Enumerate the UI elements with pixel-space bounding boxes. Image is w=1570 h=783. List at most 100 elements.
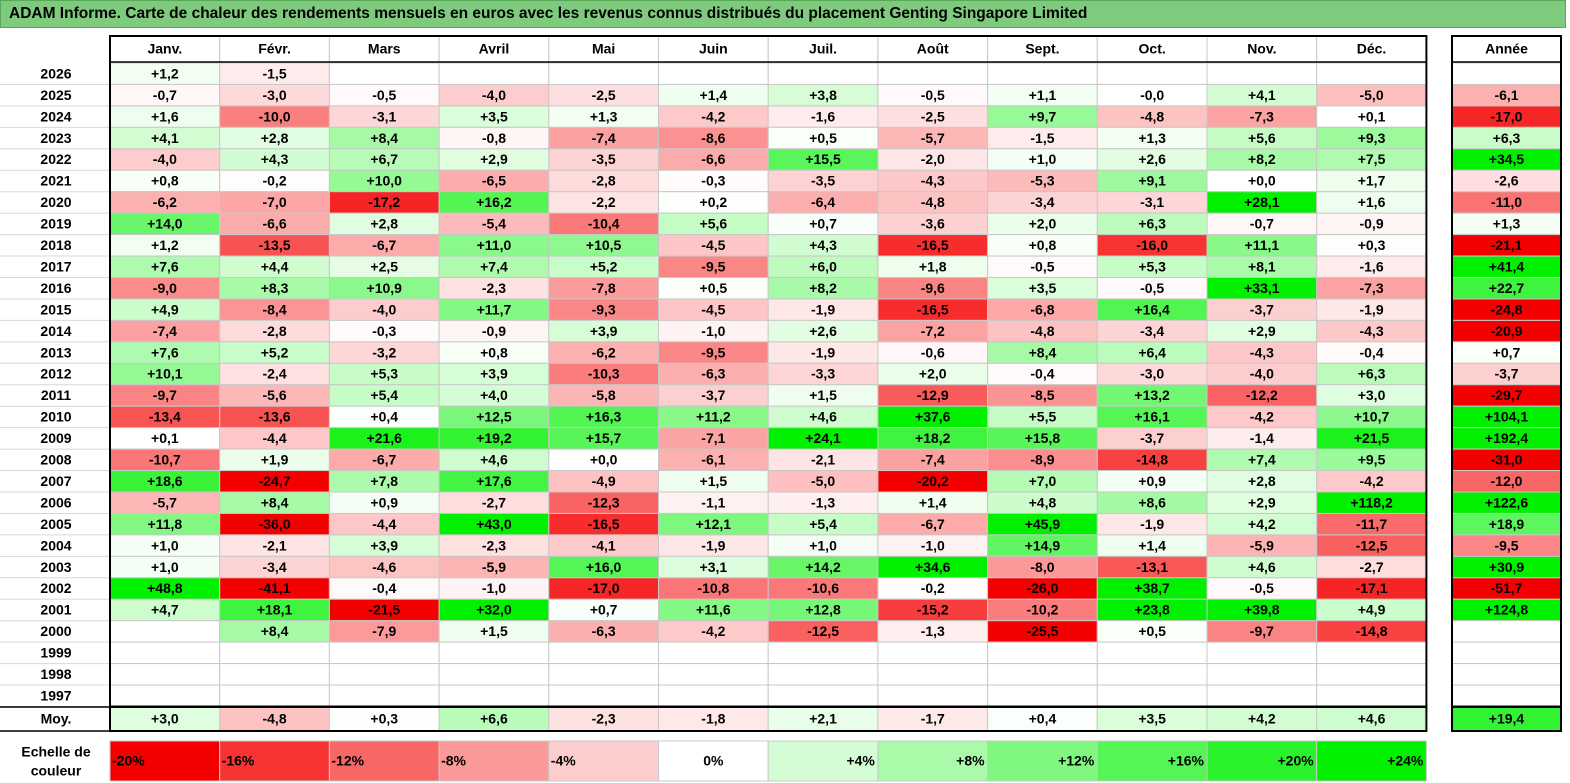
cell-value: +3,5 [480, 108, 508, 124]
cell-value: -6,6 [701, 151, 725, 167]
cell-value: -6,7 [921, 516, 945, 532]
cell-value: +4,6 [1248, 559, 1276, 575]
heatmap-cell [219, 684, 330, 707]
cell-value: +4,1 [1248, 87, 1276, 103]
cell-value: -0,7 [1250, 216, 1274, 232]
cell-value: -1,9 [811, 301, 835, 317]
cell-value: +0,0 [1248, 173, 1276, 189]
annual-cell [1451, 684, 1562, 707]
heatmap-cell [219, 641, 330, 665]
cell-value: -1,3 [811, 494, 835, 510]
heatmap-cell [1096, 663, 1208, 686]
row-year-label: 2011 [41, 387, 72, 403]
cell-value: -0,5 [372, 87, 396, 103]
scale-step-label: 0% [703, 753, 724, 769]
row-year-label: 2001 [40, 602, 71, 618]
cell-value: -4,4 [372, 516, 396, 532]
cell-value: -2,7 [1359, 559, 1383, 575]
cell-value: -0,7 [153, 87, 177, 103]
chart-title: ADAM Informe. Carte de chaleur des rende… [9, 5, 1088, 22]
cell-value: +0,4 [370, 409, 398, 425]
cell-value: +8,2 [809, 280, 837, 296]
annual-value: -20,9 [1491, 323, 1523, 339]
cell-value: +2,8 [1248, 473, 1276, 489]
cell-value: +0,0 [590, 452, 618, 468]
cell-value: +3,5 [1029, 280, 1057, 296]
cell-value: +6,4 [1138, 344, 1166, 360]
heatmap-cell [658, 62, 769, 85]
cell-value: +14,9 [1025, 537, 1061, 553]
cell-value: +2,9 [1248, 494, 1276, 510]
annual-value: +192,4 [1485, 430, 1528, 446]
cell-value: +15,5 [805, 151, 841, 167]
row-year-label: 2014 [40, 323, 71, 339]
cell-value: -1,6 [1359, 258, 1383, 274]
cell-value: -12,5 [807, 623, 839, 639]
cell-value: +28,1 [1244, 194, 1280, 210]
cell-value: -6,3 [592, 623, 616, 639]
heatmap-cell [1206, 641, 1318, 665]
cell-value: -4,0 [372, 301, 396, 317]
cell-value: +38,7 [1134, 580, 1170, 596]
cell-value: -0,9 [1359, 216, 1383, 232]
cell-value: -0,2 [262, 173, 286, 189]
cell-value: +16,0 [586, 559, 622, 575]
cell-value: -3,6 [921, 216, 945, 232]
cell-value: -5,0 [811, 473, 835, 489]
cell-value: -14,8 [1356, 623, 1388, 639]
cell-value: -2,3 [482, 537, 506, 553]
cell-value: +8,4 [261, 623, 289, 639]
row-year-label: 2019 [40, 216, 71, 232]
cell-value: -0,3 [372, 323, 396, 339]
row-year-label: 2000 [40, 623, 71, 639]
cell-value: +9,5 [1358, 452, 1386, 468]
row-year-label: 2025 [40, 87, 71, 103]
scale-step-label: +12% [1058, 753, 1095, 769]
annual-value: -3,7 [1494, 366, 1518, 382]
cell-value: +5,4 [370, 387, 398, 403]
cell-value: +9,3 [1358, 130, 1386, 146]
cell-value: +0,1 [151, 430, 179, 446]
cell-value: +5,6 [1248, 130, 1276, 146]
row-year-label: 1998 [40, 666, 71, 682]
cell-value: -4,9 [592, 473, 616, 489]
cell-value: -6,7 [372, 237, 396, 253]
scale-step-label: +4% [846, 753, 875, 769]
row-year-label: 2009 [40, 430, 71, 446]
cell-value: -13,1 [1136, 559, 1168, 575]
cell-value: -11,7 [1356, 516, 1387, 532]
cell-value: +7,0 [1029, 473, 1057, 489]
cell-value: +5,3 [370, 366, 398, 382]
heatmap-cell [109, 663, 221, 686]
cell-value: -5,0 [1359, 87, 1383, 103]
cell-value: +11,7 [477, 301, 512, 317]
cell-value: -0,5 [1030, 258, 1054, 274]
heatmap-cell [219, 663, 330, 686]
cell-value: +8,4 [261, 494, 289, 510]
heatmap-cell [1316, 62, 1427, 85]
cell-value: +18,6 [147, 473, 183, 489]
cell-value: -0,4 [1030, 366, 1054, 382]
month-header-label: Oct. [1139, 41, 1166, 57]
cell-value: -4,2 [1359, 473, 1383, 489]
cell-value: -1,4 [1250, 430, 1274, 446]
cell-value: -3,5 [811, 173, 835, 189]
cell-value: +0,8 [480, 344, 508, 360]
cell-value: +2,6 [1138, 151, 1166, 167]
cell-value: +43,0 [476, 516, 512, 532]
average-annual-value: +19,4 [1489, 711, 1525, 727]
average-annual-cell [1451, 706, 1562, 732]
heatmap-cell [1206, 684, 1318, 707]
cell-value: -10,4 [588, 216, 620, 232]
cell-value: +1,0 [809, 537, 837, 553]
cell-value: +2,9 [1248, 323, 1276, 339]
cell-value: -26,0 [1026, 580, 1058, 596]
scale-swatch [1206, 740, 1318, 782]
cell-value: -7,4 [592, 130, 616, 146]
cell-value: +9,7 [1029, 108, 1057, 124]
row-year-label: 2006 [40, 494, 71, 510]
annual-value: -31,0 [1491, 452, 1523, 468]
heatmap-cell [877, 62, 989, 85]
cell-value: +3,9 [480, 366, 508, 382]
